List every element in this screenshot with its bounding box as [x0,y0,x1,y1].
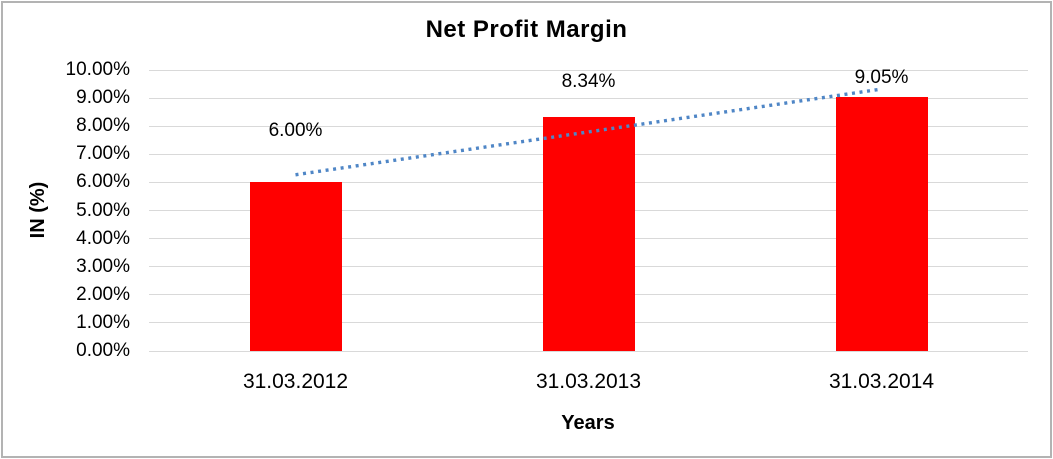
gridline-10.00% [149,69,1028,71]
category-label-31.03.2012: 31.03.2012 [242,370,349,393]
data-label-31.03.2013: 8.34% [561,71,616,92]
y-tick-label-0.00%: 0.00% [76,340,130,361]
gridline-0.00% [149,350,1028,352]
y-tick-label-10.00%: 10.00% [65,59,130,80]
y-tick-label-5.00%: 5.00% [76,199,130,221]
bar-31.03.2012 [249,182,342,351]
y-tick-label-6.00%: 6.00% [76,171,130,193]
bar-31.03.2013 [542,116,635,351]
y-tick-label-2.00%: 2.00% [76,283,130,305]
y-tick-label-7.00%: 7.00% [76,143,130,165]
y-tick-label-1.00%: 1.00% [76,311,130,333]
x-axis-title: Years [561,412,615,434]
y-tick-label-9.00%: 9.00% [76,87,130,109]
data-label-31.03.2014: 9.05% [854,67,909,88]
y-tick-label-4.00%: 4.00% [76,227,130,249]
y-tick-label-8.00%: 8.00% [76,115,130,137]
chart-title: Net Profit Margin [425,16,628,43]
bar-31.03.2014 [835,96,928,351]
category-label-31.03.2013: 31.03.2013 [535,370,642,393]
y-tick-label-3.00%: 3.00% [76,255,130,277]
category-label-31.03.2014: 31.03.2014 [828,370,935,393]
data-label-31.03.2012: 6.00% [268,120,323,141]
